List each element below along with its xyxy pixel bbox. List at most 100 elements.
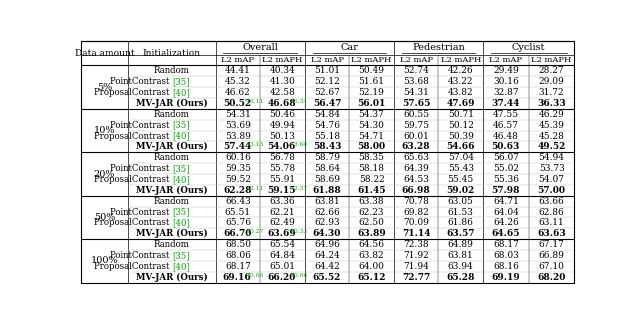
Text: 55.43: 55.43 — [448, 164, 474, 173]
Text: 67.17: 67.17 — [539, 240, 564, 249]
Text: 68.16: 68.16 — [493, 262, 519, 271]
Text: ProposalContrast: ProposalContrast — [93, 175, 172, 184]
Text: 61.45: 61.45 — [357, 186, 386, 195]
Text: 50.13: 50.13 — [269, 132, 296, 141]
Text: 66.70: 66.70 — [223, 229, 252, 238]
Text: 68.17: 68.17 — [493, 240, 519, 249]
Text: 54.66: 54.66 — [447, 143, 475, 152]
Text: ProposalContrast: ProposalContrast — [93, 132, 172, 141]
Text: 63.28: 63.28 — [402, 143, 431, 152]
Text: 56.78: 56.78 — [269, 153, 296, 162]
Text: 61.53: 61.53 — [448, 208, 474, 217]
Text: PointContrast: PointContrast — [109, 251, 172, 260]
Text: 41.30: 41.30 — [269, 77, 295, 86]
Text: 65.12: 65.12 — [357, 273, 386, 282]
Text: 50.63: 50.63 — [492, 143, 520, 152]
Text: PointContrast: PointContrast — [109, 77, 172, 86]
Text: 54.06: 54.06 — [268, 143, 296, 152]
Text: +2.37: +2.37 — [289, 186, 307, 191]
Text: 50.46: 50.46 — [269, 110, 296, 119]
Text: 68.06: 68.06 — [225, 251, 251, 260]
Text: MV-JAR (Ours): MV-JAR (Ours) — [136, 142, 208, 152]
Text: 63.05: 63.05 — [448, 197, 474, 206]
Text: 54.71: 54.71 — [358, 132, 385, 141]
Text: Overall: Overall — [243, 43, 278, 52]
Text: 54.37: 54.37 — [358, 110, 385, 119]
Text: 46.29: 46.29 — [539, 110, 564, 119]
Text: PointContrast: PointContrast — [109, 121, 172, 130]
Text: 60.55: 60.55 — [403, 110, 429, 119]
Text: 54.31: 54.31 — [225, 110, 251, 119]
Text: 44.41: 44.41 — [225, 66, 251, 75]
Text: 57.00: 57.00 — [538, 186, 566, 195]
Text: 46.57: 46.57 — [493, 121, 519, 130]
Text: 69.19: 69.19 — [492, 273, 520, 282]
Text: 63.81: 63.81 — [448, 251, 474, 260]
Text: 69.82: 69.82 — [403, 208, 429, 217]
Text: 57.44: 57.44 — [223, 143, 252, 152]
Text: 63.66: 63.66 — [539, 197, 564, 206]
Text: 64.42: 64.42 — [314, 262, 340, 271]
Text: 63.36: 63.36 — [269, 197, 295, 206]
Text: 54.84: 54.84 — [314, 110, 340, 119]
Text: L2 mAPH: L2 mAPH — [351, 56, 392, 64]
Text: 5%: 5% — [97, 83, 112, 92]
Text: PointContrast: PointContrast — [109, 208, 172, 217]
Text: 72.77: 72.77 — [402, 273, 430, 282]
Text: 29.49: 29.49 — [493, 66, 519, 75]
Text: 58.22: 58.22 — [358, 175, 385, 184]
Text: 10%: 10% — [93, 126, 115, 135]
Text: Random: Random — [154, 66, 190, 75]
Text: 20%: 20% — [93, 169, 115, 178]
Text: 28.27: 28.27 — [539, 66, 564, 75]
Text: 70.78: 70.78 — [403, 197, 429, 206]
Text: 63.94: 63.94 — [448, 262, 474, 271]
Text: 65.76: 65.76 — [225, 218, 251, 227]
Text: 54.31: 54.31 — [403, 88, 429, 97]
Text: 68.20: 68.20 — [538, 273, 566, 282]
Text: 50.52: 50.52 — [223, 99, 251, 108]
Text: ProposalContrast: ProposalContrast — [93, 88, 172, 97]
Text: 31.72: 31.72 — [539, 88, 564, 97]
Text: 55.02: 55.02 — [493, 164, 519, 173]
Text: 66.20: 66.20 — [268, 273, 296, 282]
Text: MV-JAR (Ours): MV-JAR (Ours) — [136, 186, 208, 195]
Text: [40]: [40] — [172, 88, 189, 97]
Text: 43.82: 43.82 — [448, 88, 474, 97]
Text: 58.69: 58.69 — [314, 175, 340, 184]
Text: 59.02: 59.02 — [447, 186, 475, 195]
Text: 64.39: 64.39 — [403, 164, 429, 173]
Text: 59.35: 59.35 — [225, 164, 251, 173]
Text: +6.34: +6.34 — [289, 99, 307, 104]
Text: 68.50: 68.50 — [225, 240, 251, 249]
Text: 65.63: 65.63 — [403, 153, 429, 162]
Text: 62.21: 62.21 — [269, 208, 295, 217]
Text: 56.47: 56.47 — [313, 99, 341, 108]
Text: 64.04: 64.04 — [493, 208, 519, 217]
Text: +0.66: +0.66 — [289, 273, 308, 278]
Text: 40.34: 40.34 — [269, 66, 295, 75]
Text: 46.48: 46.48 — [493, 132, 519, 141]
Text: [35]: [35] — [172, 77, 189, 86]
Text: 58.43: 58.43 — [313, 143, 341, 152]
Text: 69.16: 69.16 — [223, 273, 252, 282]
Text: 58.64: 58.64 — [314, 164, 340, 173]
Text: 63.63: 63.63 — [537, 229, 566, 238]
Text: 63.81: 63.81 — [314, 197, 340, 206]
Text: 64.26: 64.26 — [493, 218, 519, 227]
Text: [40]: [40] — [172, 175, 189, 184]
Text: 64.00: 64.00 — [358, 262, 385, 271]
Text: 50%: 50% — [93, 213, 115, 222]
Text: 66.89: 66.89 — [539, 251, 564, 260]
Text: 53.89: 53.89 — [225, 132, 251, 141]
Text: 32.87: 32.87 — [493, 88, 518, 97]
Text: 52.12: 52.12 — [314, 77, 340, 86]
Text: +3.60: +3.60 — [289, 142, 307, 147]
Text: 36.33: 36.33 — [537, 99, 566, 108]
Text: 49.94: 49.94 — [269, 121, 296, 130]
Text: 47.69: 47.69 — [447, 99, 475, 108]
Text: 50.71: 50.71 — [448, 110, 474, 119]
Text: 46.62: 46.62 — [225, 88, 251, 97]
Text: 62.66: 62.66 — [314, 208, 340, 217]
Text: 59.52: 59.52 — [225, 175, 251, 184]
